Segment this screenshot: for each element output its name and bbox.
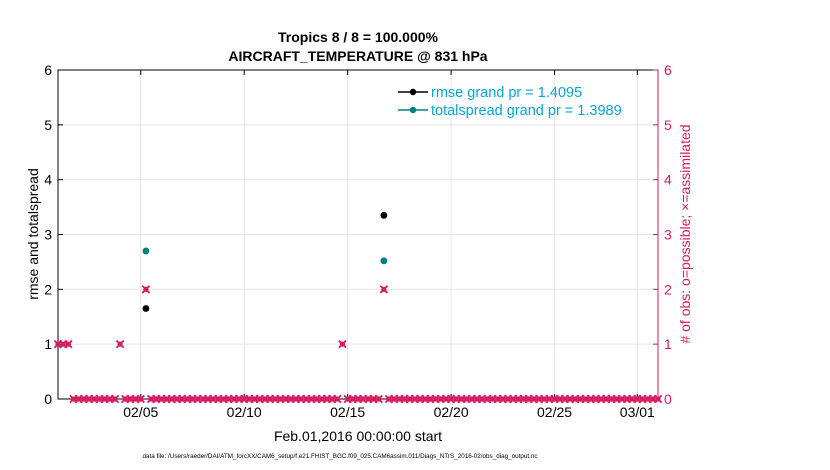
y-tick-label-left: 5 xyxy=(44,117,52,133)
obs-assimilated-marker xyxy=(110,394,120,404)
y-tick-label-left: 6 xyxy=(44,62,52,78)
y-tick-label-left: 4 xyxy=(44,172,52,188)
legend-totalspread-marker xyxy=(409,106,417,114)
obs-assimilated-marker xyxy=(115,339,125,349)
obs-assimilated-marker xyxy=(379,285,389,294)
y-axis-left-label: rmse and totalspread xyxy=(25,168,41,300)
chart-title-line2: AIRCRAFT_TEMPERATURE @ 831 hPa xyxy=(228,48,487,64)
obs-assimilated-marker xyxy=(333,394,342,404)
y-tick-label-left: 1 xyxy=(44,336,52,352)
x-tick-label: 02/25 xyxy=(537,404,572,420)
x-tick-label: 02/05 xyxy=(123,404,158,420)
legend-totalspread-label: totalspread grand pr = 1.3989 xyxy=(431,103,622,119)
data-file-footer: data file: /Users/raeder/DAI/ATM_forcXX/… xyxy=(142,453,537,460)
data-series xyxy=(142,211,388,312)
x-tick-label: 02/10 xyxy=(227,404,262,420)
legend-rmse-label: rmse grand pr = 1.4095 xyxy=(431,85,582,101)
chart-title-line1: Tropics 8 / 8 = 100.000% xyxy=(278,29,438,45)
y-tick-label-left: 0 xyxy=(44,391,52,407)
y-tick-label-right: 3 xyxy=(664,227,672,243)
y-axis-right: 0 1 2 3 4 5 6 xyxy=(653,62,672,407)
y-tick-label-left: 2 xyxy=(44,281,52,297)
obs-assimilated-marker xyxy=(136,394,145,404)
legend-rmse-marker xyxy=(409,88,417,96)
x-axis-label: Feb.01,2016 00:00:00 start xyxy=(274,428,442,444)
rmse-point xyxy=(380,211,388,219)
obs-assimilated-marker xyxy=(653,394,663,404)
y-tick-label-right: 1 xyxy=(664,336,672,352)
grid-lines xyxy=(58,69,658,400)
obs-assimilated-marker xyxy=(374,394,383,404)
totalspread-point xyxy=(142,247,150,255)
y-axis-right-label: # of obs: o=possible; ×=assimilated xyxy=(677,124,693,343)
y-tick-label-right: 4 xyxy=(664,172,672,188)
x-tick-label: 03/01 xyxy=(620,404,655,420)
obs-assimilated-marker xyxy=(141,285,151,294)
x-tick-label: 02/15 xyxy=(330,404,365,420)
y-tick-label-right: 2 xyxy=(664,281,672,297)
y-tick-label-right: 6 xyxy=(664,62,672,78)
x-tick-label: 02/20 xyxy=(434,404,469,420)
obs-assimilated-marker xyxy=(64,339,73,349)
legend: rmse grand pr = 1.4095 totalspread grand… xyxy=(398,85,622,119)
rmse-point xyxy=(142,305,150,312)
y-tick-label-right: 5 xyxy=(664,117,672,133)
x-axis: 02/05 02/10 02/15 02/20 02/25 03/01 xyxy=(123,70,655,420)
y-tick-label-left: 3 xyxy=(44,227,52,243)
y-axis-left: 0 1 2 3 4 5 6 xyxy=(44,62,63,407)
totalspread-point xyxy=(380,257,388,265)
obs-assimilated-marker xyxy=(338,339,347,349)
y-tick-label-right: 0 xyxy=(664,391,672,407)
obs-count-series xyxy=(53,285,663,404)
